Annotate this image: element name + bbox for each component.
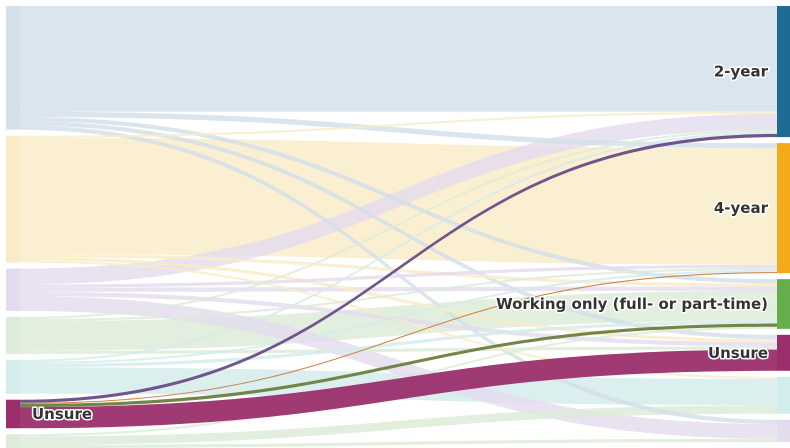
flow-l7-r6 [20, 438, 777, 448]
flow-l6-r3 [20, 323, 777, 408]
flow-l3-r2 [20, 264, 777, 288]
right-node-r5 [777, 376, 790, 414]
right-node-r4 [777, 334, 790, 371]
flow-l2-r5 [20, 260, 777, 379]
left-node-l1 [6, 6, 20, 130]
flow-l5-r2 [20, 269, 777, 365]
left-node-l4 [6, 316, 20, 354]
flow-l2-r4 [20, 257, 777, 343]
right-node-r6 [777, 419, 790, 442]
flow-l4-r1 [20, 129, 777, 319]
right-node-label-r2: 4-year [714, 199, 769, 217]
label-layer: Unsure 2-year 4-year Working only (full- or… [31, 61, 771, 424]
flow-l6-r4 [20, 349, 777, 429]
left-node-l5 [6, 359, 20, 394]
right-node-label-r1: 2-year [714, 63, 769, 81]
left-node-l6 [6, 399, 20, 429]
flow-l6-r1 [20, 133, 777, 403]
flow-l7-r5 [20, 405, 777, 445]
flow-l3-r6 [20, 296, 777, 439]
left-node-l2 [6, 135, 20, 263]
flow-l5-r1 [20, 131, 777, 362]
flow-l4-r4 [20, 346, 777, 354]
flow-l1-r1 [20, 6, 777, 112]
left-node-l3 [6, 268, 20, 311]
right-node-label-r3: Working only (full- or part-time) [496, 295, 768, 313]
flow-l5-r3 [20, 320, 777, 368]
flow-l6-r2 [20, 272, 777, 404]
right-node-r2 [777, 143, 790, 274]
flow-l1-r4 [20, 121, 777, 340]
left-node-label-l6: Unsure [32, 405, 92, 423]
right-node-r3 [777, 279, 790, 329]
flow-l1-r3 [20, 117, 777, 284]
flow-l2-r3 [20, 254, 777, 287]
right-node-r1 [777, 6, 790, 138]
left-node-l7 [6, 434, 20, 448]
right-node-label-r4: Unsure [708, 344, 768, 362]
flow-layer [20, 6, 777, 448]
flow-l3-r3 [20, 286, 777, 292]
flow-l2-r1 [20, 111, 777, 138]
node-layer [6, 6, 790, 448]
flow-l1-r2 [20, 111, 777, 149]
flow-l4-r2 [20, 267, 777, 322]
